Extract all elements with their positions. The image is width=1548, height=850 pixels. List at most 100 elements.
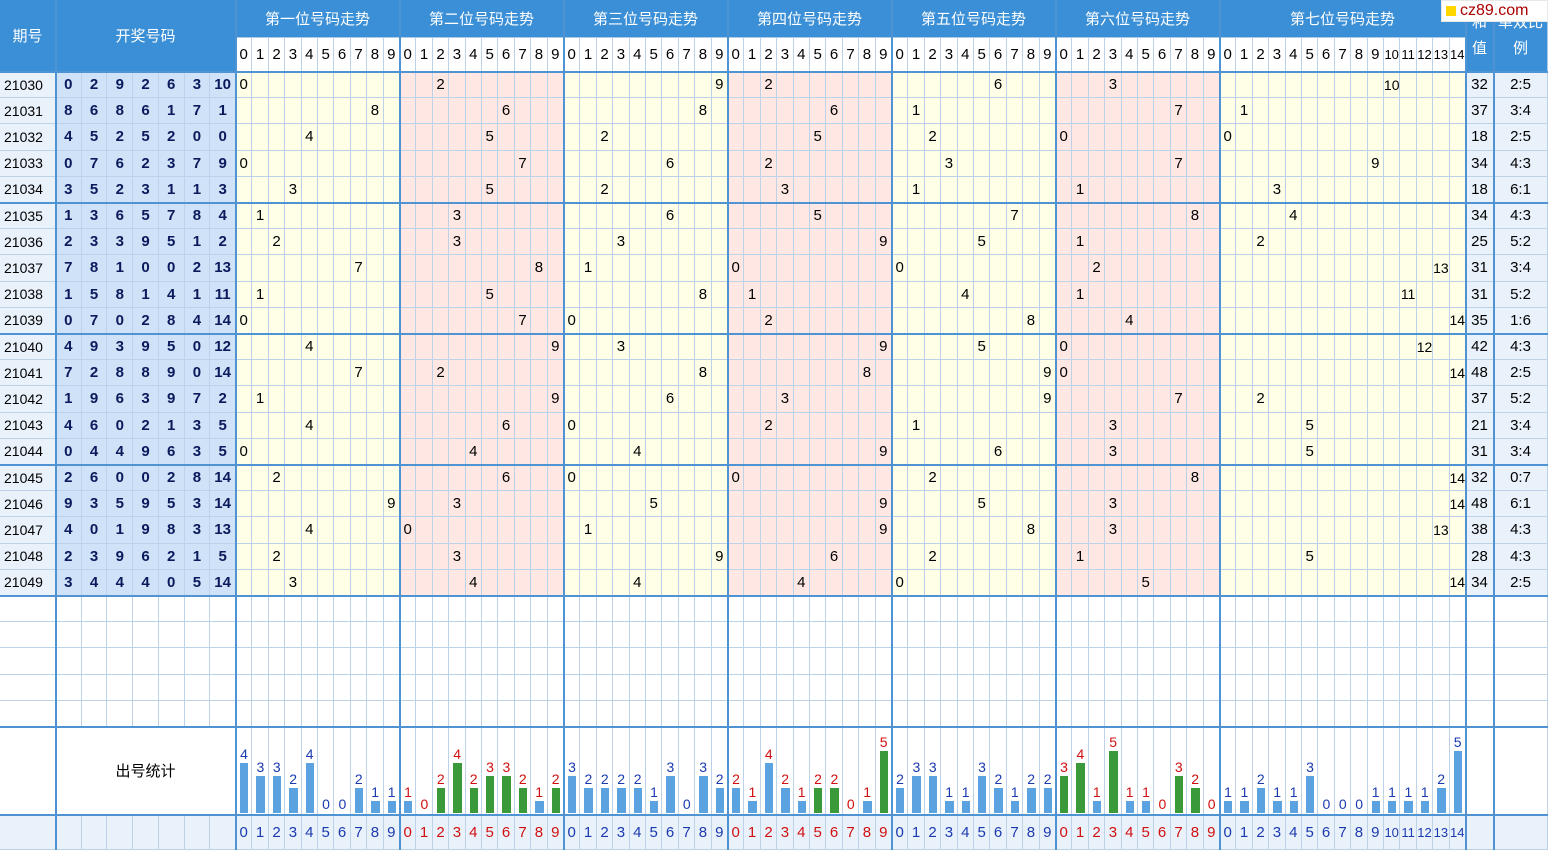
draw-number-cell: 4 (210, 203, 236, 230)
trend-cell (1072, 438, 1089, 465)
trend-cell (1252, 307, 1270, 334)
draw-number-cell: 6 (158, 438, 185, 465)
trend-cell (629, 412, 646, 439)
empty-draw-cell (184, 596, 211, 623)
stats-bar (1027, 788, 1036, 813)
trend-cell (908, 229, 925, 256)
trend-cell (1203, 360, 1220, 387)
stats-value-label: 2 (584, 771, 593, 788)
trend-hit-cell: 3 (777, 386, 794, 413)
trend-hit-cell: 0 (236, 72, 253, 99)
trend-cell (662, 176, 679, 203)
stats-value-label: 1 (1010, 783, 1019, 800)
draw-number-cell: 8 (107, 360, 134, 387)
trend-cell (908, 255, 925, 282)
trend-cell (531, 124, 548, 151)
trend-hit-cell: 7 (1170, 386, 1188, 413)
empty-trend-cell (285, 648, 302, 675)
empty-ratio-cell (1494, 648, 1548, 675)
trend-cell (1187, 334, 1204, 361)
trend-cell (974, 150, 991, 177)
draw-number-cell: 0 (56, 150, 82, 177)
trend-cell (1154, 229, 1171, 256)
trend-cell (416, 569, 433, 596)
trend-cell (1170, 569, 1188, 596)
trend-cell (728, 334, 745, 361)
position-6-digit-header: 5 (1138, 38, 1155, 72)
trend-cell (728, 412, 745, 439)
stats-bar (256, 775, 265, 813)
trend-cell (941, 98, 958, 125)
stats-value-label: 2 (994, 771, 1003, 788)
trend-cell (924, 229, 942, 256)
trend-hit-cell: 2 (432, 360, 450, 387)
trend-cell (1006, 124, 1024, 151)
stats-bar (1191, 788, 1200, 813)
trend-cell (367, 465, 384, 492)
trend-hit-cell: 0 (1056, 360, 1073, 387)
trend-cell (547, 281, 564, 308)
empty-trend-cell (662, 648, 679, 675)
trend-cell (793, 360, 810, 387)
empty-trend-cell (842, 622, 860, 649)
empty-trend-cell (1416, 674, 1434, 701)
trend-cell (908, 307, 925, 334)
trend-cell (613, 72, 630, 99)
empty-trend-cell (334, 674, 351, 701)
draw-number-cell: 6 (81, 412, 108, 439)
trend-cell (1170, 517, 1188, 544)
trend-cell (646, 517, 663, 544)
trend-cell (252, 150, 269, 177)
trend-cell (1056, 98, 1073, 125)
empty-trend-cell (367, 674, 384, 701)
stats-bar (978, 775, 987, 813)
empty-trend-cell (1039, 622, 1056, 649)
trend-cell (252, 360, 269, 387)
empty-trend-cell (908, 648, 925, 675)
site-logo[interactable]: cz89.com (1441, 0, 1548, 22)
trend-cell (1105, 229, 1122, 256)
empty-trend-cell (678, 596, 696, 623)
trend-hit-cell: 0 (236, 307, 253, 334)
trend-cell (1334, 150, 1352, 177)
trend-cell (1154, 491, 1171, 518)
trend-cell (432, 386, 450, 413)
trend-cell (1154, 150, 1171, 177)
trend-cell (924, 334, 942, 361)
trend-cell (1170, 176, 1188, 203)
empty-trend-cell (400, 622, 417, 649)
empty-trend-cell (268, 648, 286, 675)
trend-cell (564, 124, 581, 151)
trend-cell (400, 360, 417, 387)
stats-bar (486, 775, 495, 813)
draw-number-cell: 0 (133, 465, 159, 492)
trend-cell (285, 386, 302, 413)
trend-cell (531, 543, 548, 570)
trend-cell (1269, 386, 1286, 413)
trend-cell (1252, 543, 1270, 570)
position-5-digit-header: 7 (1006, 38, 1024, 72)
stats-bar (1224, 800, 1233, 813)
trend-cell (383, 307, 400, 334)
trend-cell (711, 517, 728, 544)
trend-cell (728, 176, 745, 203)
trend-cell (744, 203, 761, 230)
position-4-digit-header: 5 (810, 38, 827, 72)
empty-trend-cell (1006, 648, 1024, 675)
trend-cell (613, 203, 630, 230)
trend-cell (400, 307, 417, 334)
empty-sum-cell (1466, 596, 1494, 623)
trend-cell (1006, 72, 1024, 99)
trend-cell (908, 491, 925, 518)
period-cell: 21041 (0, 360, 56, 387)
trend-cell (367, 150, 384, 177)
draw-number-cell: 7 (56, 360, 82, 387)
trend-cell (974, 98, 991, 125)
trend-cell (662, 72, 679, 99)
position-2-header: 第二位号码走势 (400, 0, 564, 38)
trend-cell (793, 98, 810, 125)
trend-cell (842, 176, 860, 203)
trend-cell (1302, 203, 1319, 230)
draw-number-cell: 1 (158, 176, 185, 203)
trend-cell (957, 438, 974, 465)
